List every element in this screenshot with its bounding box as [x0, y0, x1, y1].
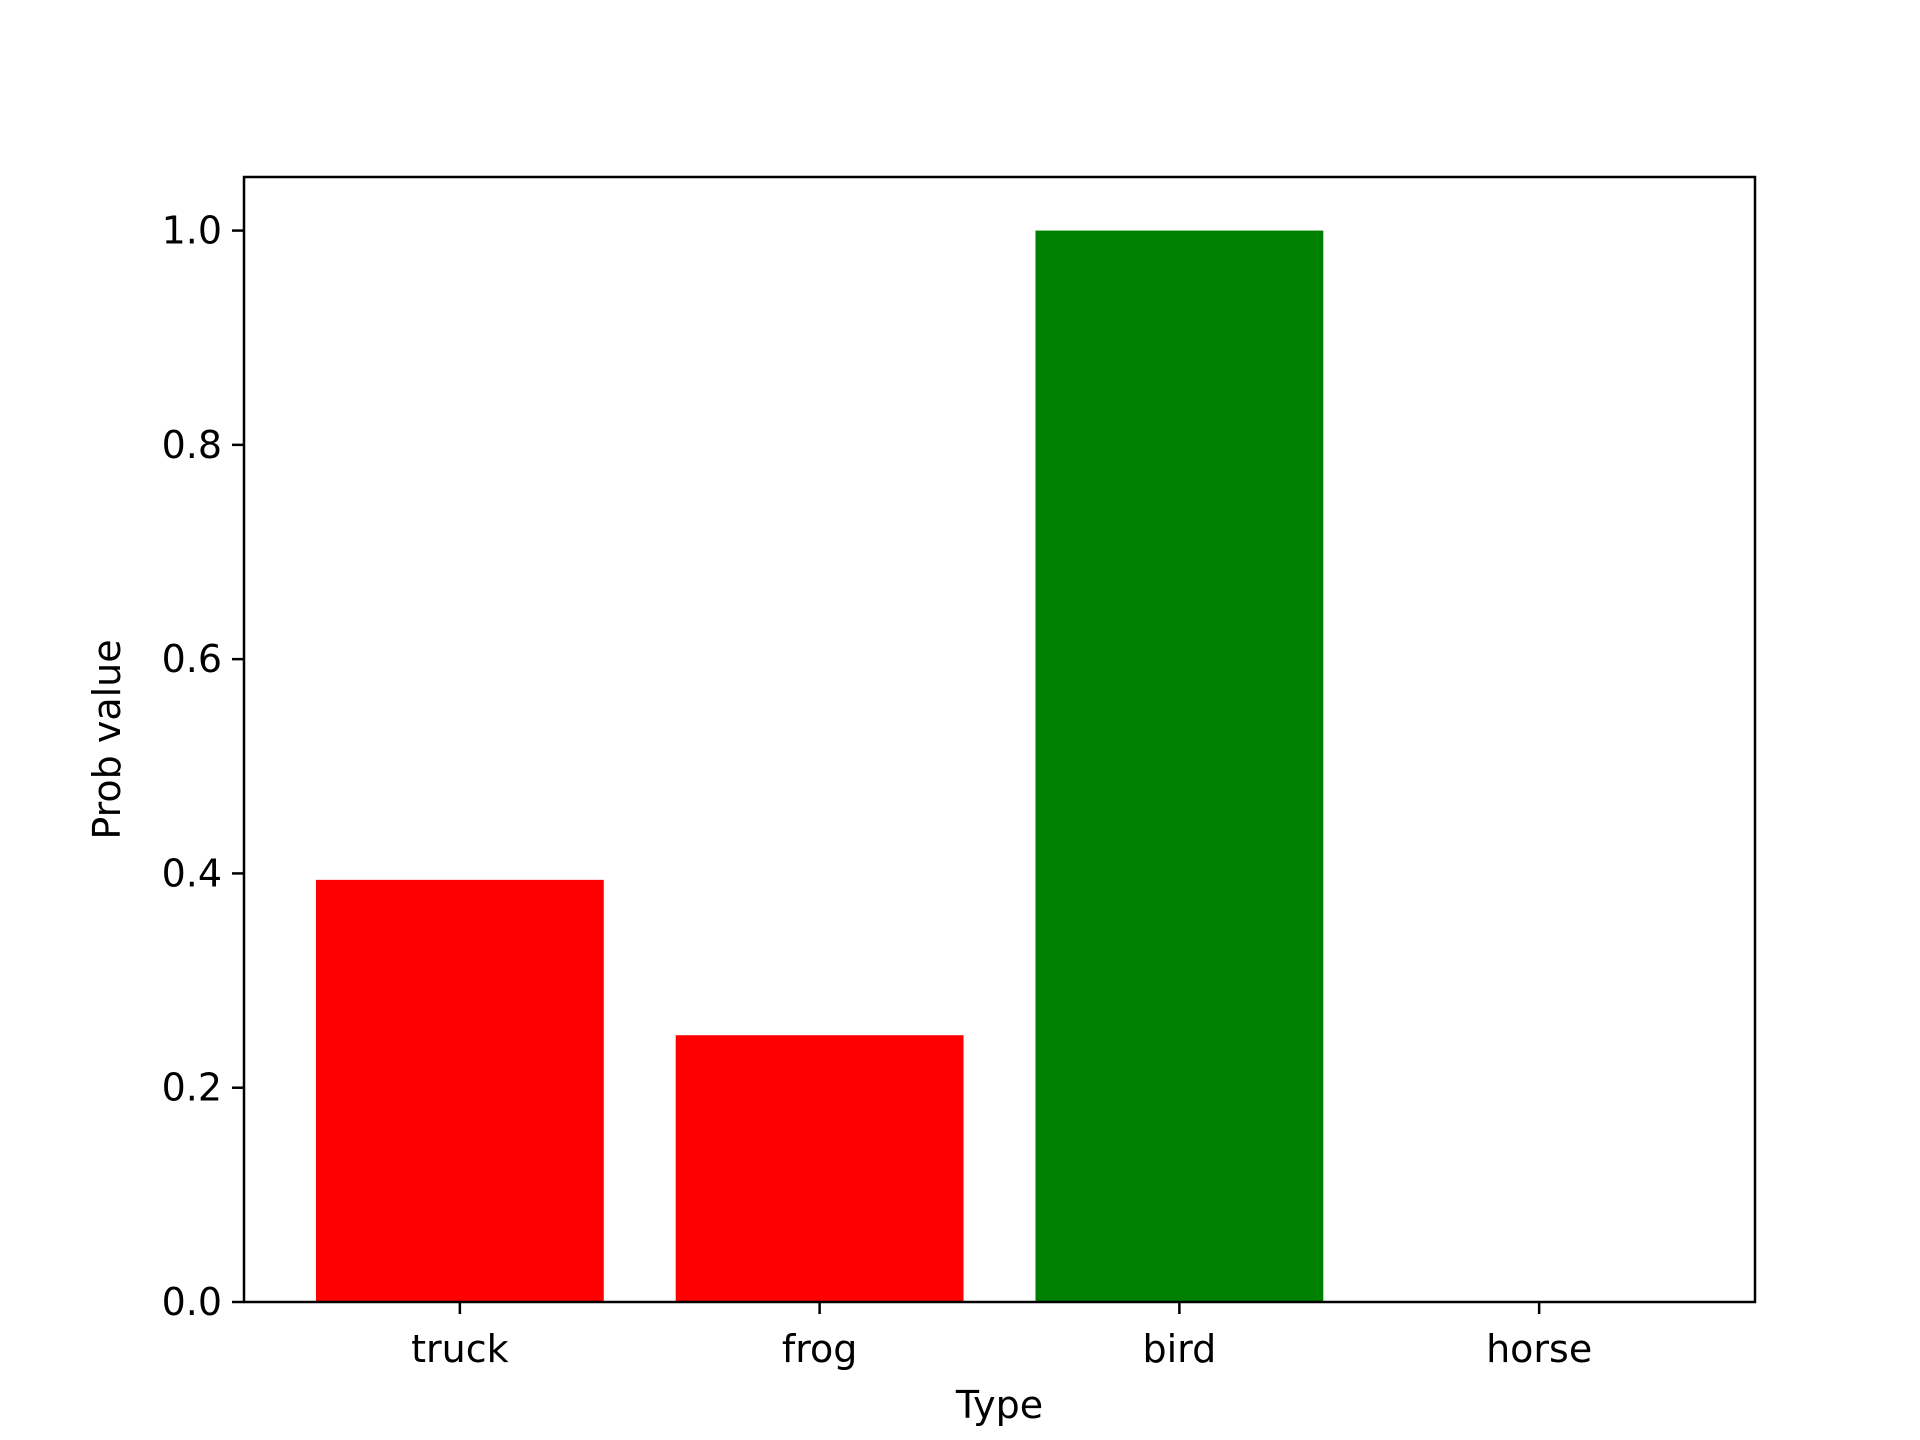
x-axis-label: Type — [955, 1383, 1043, 1427]
y-axis-label: Prob value — [85, 639, 129, 839]
x-tick-label: truck — [411, 1327, 509, 1371]
x-ticks-group: truck frog bird horse — [411, 1302, 1592, 1371]
bar-frog — [675, 1035, 964, 1302]
bar-bird — [1035, 230, 1324, 1303]
y-ticks-group: 0.0 0.2 0.4 0.6 0.8 1.0 — [162, 209, 244, 1324]
plot-frame — [242, 175, 1757, 1304]
x-tick-label: bird — [1142, 1327, 1216, 1371]
y-tick-label: 0.8 — [162, 423, 222, 467]
y-tick-label: 0.4 — [162, 851, 222, 895]
y-tick-label: 0.2 — [162, 1066, 222, 1110]
bars-group — [315, 230, 1324, 1303]
x-tick-label: frog — [782, 1327, 858, 1371]
y-tick-label: 1.0 — [162, 209, 222, 253]
bar-truck — [315, 879, 604, 1302]
x-tick-label: horse — [1486, 1327, 1592, 1371]
y-tick-label: 0.6 — [162, 637, 222, 681]
y-tick-label: 0.0 — [162, 1280, 222, 1324]
